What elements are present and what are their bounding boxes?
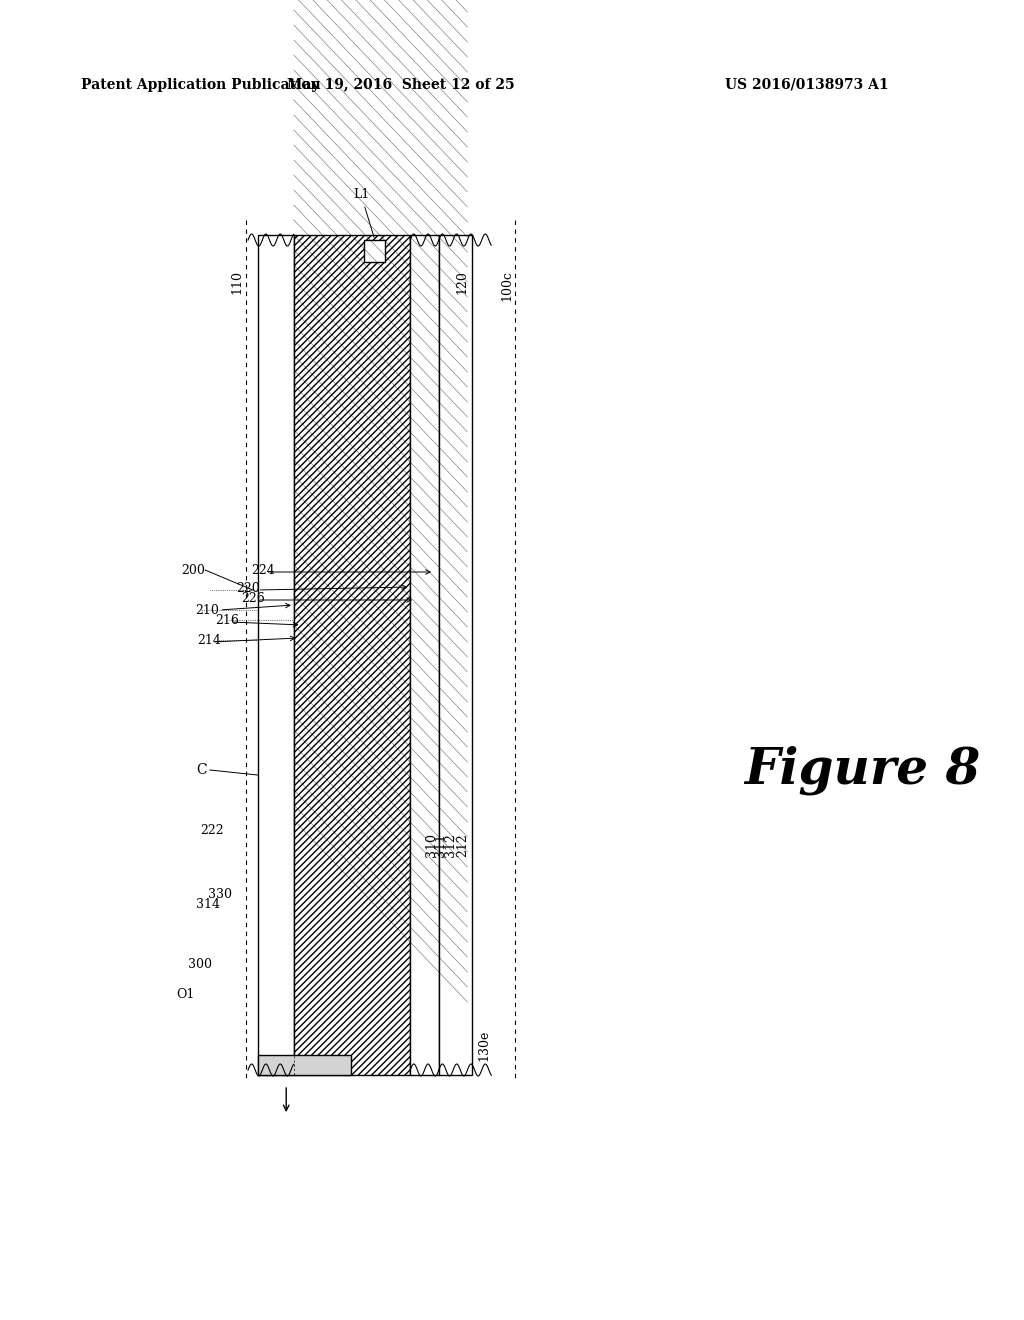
Text: 314: 314 (196, 899, 219, 912)
Bar (411, 235, 439, 1074)
Bar (294, 235, 411, 1074)
Bar (439, 235, 472, 1074)
Text: May 19, 2016  Sheet 12 of 25: May 19, 2016 Sheet 12 of 25 (287, 78, 514, 92)
Text: 110: 110 (230, 271, 244, 294)
Text: 312: 312 (443, 833, 457, 857)
Bar (258, 235, 294, 1074)
Text: 330: 330 (208, 888, 232, 902)
Text: 310: 310 (425, 833, 437, 857)
Text: 130e: 130e (477, 1030, 489, 1061)
Text: 100c: 100c (501, 271, 514, 301)
Text: 214: 214 (198, 634, 221, 647)
Text: 216: 216 (216, 614, 240, 627)
Bar (258, 1055, 351, 1074)
Text: 224: 224 (251, 564, 274, 577)
Text: Figure 8: Figure 8 (744, 746, 980, 795)
Text: 311: 311 (434, 833, 447, 857)
Text: L1: L1 (353, 189, 374, 238)
Text: 212: 212 (456, 833, 469, 857)
Text: 120: 120 (455, 271, 468, 294)
Text: O1: O1 (176, 989, 195, 1002)
Text: 220: 220 (237, 582, 260, 594)
Text: 200: 200 (181, 564, 205, 577)
Text: US 2016/0138973 A1: US 2016/0138973 A1 (725, 78, 889, 92)
Text: 222: 222 (201, 824, 224, 837)
Text: 226: 226 (242, 591, 265, 605)
Text: Patent Application Publication: Patent Application Publication (81, 78, 321, 92)
Text: 300: 300 (188, 958, 212, 972)
Text: C: C (197, 763, 207, 777)
Text: 210: 210 (196, 603, 219, 616)
Bar (365, 240, 385, 261)
